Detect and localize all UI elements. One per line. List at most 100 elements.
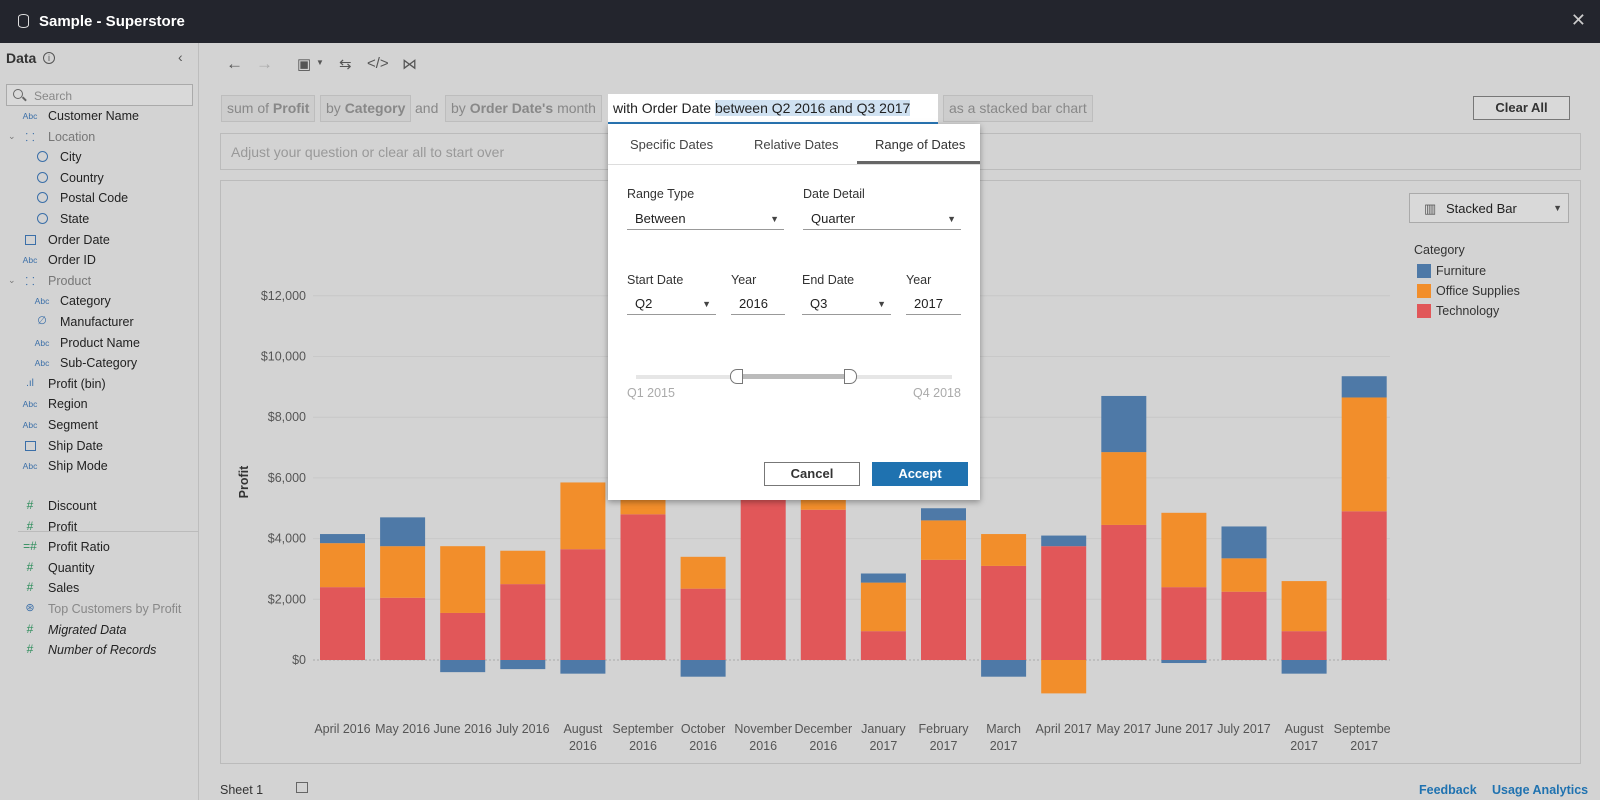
bar-furniture (981, 660, 1027, 677)
field-label: Discount (48, 499, 97, 513)
redo-icon[interactable]: → (256, 54, 273, 73)
start-year-input[interactable]: 2016 (731, 293, 785, 315)
field-country[interactable]: Country (0, 169, 195, 189)
clear-all-button[interactable]: Clear All (1473, 96, 1570, 120)
field-city[interactable]: City (0, 148, 195, 168)
collapse-pane-icon[interactable]: ‹ (178, 49, 183, 65)
feedback-link[interactable]: Feedback (1419, 783, 1477, 797)
accept-button[interactable]: Accept (872, 462, 968, 486)
field-product[interactable]: ⌄ ⸬ Product (0, 272, 195, 292)
tab-range-of-dates[interactable]: Range of Dates (875, 137, 966, 152)
field-label: Ship Date (48, 438, 103, 453)
field-profit-ratio[interactable]: =# Profit Ratio (0, 538, 195, 558)
number-icon: # (26, 518, 34, 533)
start-year-label: Year (731, 273, 757, 287)
field-order-date[interactable]: Order Date (0, 231, 195, 251)
field-label: Profit (48, 519, 78, 534)
pill-by-order-date-month[interactable]: by Order Date's month (445, 95, 602, 122)
x-tick-label: 2016 (809, 739, 837, 753)
field-migrated-data[interactable]: # Migrated Data (0, 621, 195, 641)
x-tick-label: March (986, 722, 1021, 736)
bar-technology (440, 612, 486, 660)
bar-furniture (680, 660, 726, 677)
x-tick-label: February (918, 722, 969, 736)
field-state[interactable]: State (0, 210, 195, 230)
bar-technology (380, 597, 426, 660)
share-icon[interactable]: ⋈ (402, 56, 417, 73)
chevron-down-icon[interactable]: ⌄ (8, 130, 16, 141)
x-tick-label: July 2017 (1217, 722, 1271, 736)
pill-text: as a stacked bar chart (949, 100, 1087, 116)
field-sales[interactable]: # Sales (0, 579, 195, 599)
x-tick-label: September (612, 722, 673, 736)
range-type-select[interactable]: Between ▼ (627, 208, 784, 230)
field-product-name[interactable]: Abc Product Name (0, 334, 195, 354)
field-category[interactable]: Abc Category (0, 292, 195, 312)
slider-end-handle[interactable] (844, 369, 857, 384)
field-sub-category[interactable]: Abc Sub-Category (0, 354, 195, 374)
start-date-select[interactable]: Q2 ▼ (627, 293, 716, 315)
legend-label: Office Supplies (1436, 284, 1520, 298)
bar-office-supplies (440, 546, 486, 613)
bar-furniture (860, 573, 906, 583)
field-customer-name[interactable]: Abc Customer Name (0, 107, 195, 127)
close-icon[interactable]: ✕ (1570, 10, 1586, 30)
embed-code-icon[interactable]: </> (367, 55, 389, 72)
bar-technology (860, 631, 906, 660)
bar-office-supplies (680, 556, 726, 589)
tab-specific-dates[interactable]: Specific Dates (630, 137, 714, 152)
save-icon[interactable]: ▣ (297, 56, 312, 73)
pill-sum-of-profit[interactable]: sum of Profit (221, 95, 316, 122)
field-segment[interactable]: Abc Segment (0, 416, 195, 436)
tab-relative-dates[interactable]: Relative Dates (754, 137, 839, 152)
field-region[interactable]: Abc Region (0, 395, 195, 415)
abc-icon: Abc (22, 399, 38, 410)
field-manufacturer[interactable]: ∅ Manufacturer (0, 313, 195, 333)
x-tick-label: April 2016 (314, 722, 370, 736)
date-detail-select[interactable]: Quarter ▼ (803, 208, 961, 230)
pill-by-category[interactable]: by Category (320, 95, 412, 122)
cancel-button[interactable]: Cancel (764, 462, 860, 486)
mark-type-select[interactable]: ▥ Stacked Bar ▼ (1409, 193, 1569, 223)
info-icon[interactable]: i (43, 52, 55, 64)
paperclip-icon: ∅ (37, 315, 47, 327)
field-location[interactable]: ⌄ ⸬ Location (0, 128, 195, 148)
undo-icon[interactable]: ← (226, 54, 243, 73)
field-ship-mode[interactable]: Abc Ship Mode (0, 457, 195, 477)
x-tick-label: 2016 (569, 739, 597, 753)
field-quantity[interactable]: # Quantity (0, 559, 195, 579)
new-sheet-icon[interactable] (296, 782, 308, 793)
bar-furniture (500, 660, 546, 670)
x-tick-label: 2017 (869, 739, 897, 753)
bar-technology (740, 480, 786, 660)
field-search-input[interactable]: Search (6, 84, 193, 106)
chevron-down-icon: ▼ (877, 299, 886, 309)
field-postal-code[interactable]: Postal Code (0, 189, 195, 209)
field-discount[interactable]: # Discount (0, 497, 195, 517)
active-filter-pill[interactable]: with Order Date between Q2 2016 and Q3 2… (608, 94, 938, 124)
field-label: City (60, 150, 82, 165)
bar-technology (800, 509, 846, 660)
field-top-customers-by-profit[interactable]: ⊛ Top Customers by Profit (0, 600, 195, 620)
field-label: Manufacturer (60, 315, 134, 329)
field-profit[interactable]: # Profit (0, 518, 195, 538)
field-order-id[interactable]: Abc Order ID (0, 251, 195, 271)
field-profit-bin[interactable]: .ıl Profit (bin) (0, 375, 195, 395)
end-date-select[interactable]: Q3 ▼ (802, 293, 891, 315)
pill-stacked-bar[interactable]: as a stacked bar chart (943, 95, 1093, 122)
hierarchy-icon: ⸬ (25, 131, 35, 144)
save-dropdown-icon[interactable]: ▼ (316, 58, 324, 67)
field-ship-date[interactable]: Ship Date (0, 437, 195, 457)
slider-min-label: Q1 2015 (627, 386, 675, 400)
end-year-value: 2017 (914, 296, 943, 311)
slider-start-handle[interactable] (730, 369, 743, 384)
x-tick-label: 2017 (930, 739, 958, 753)
chevron-down-icon[interactable]: ⌄ (8, 274, 16, 285)
end-date-value: Q3 (810, 296, 828, 311)
usage-analytics-link[interactable]: Usage Analytics (1492, 783, 1589, 797)
sheet-tab[interactable]: Sheet 1 (220, 783, 264, 797)
swap-icon[interactable]: ⇆ (339, 56, 352, 73)
bar-office-supplies (1281, 581, 1327, 632)
end-year-input[interactable]: 2017 (906, 293, 961, 315)
field-number-of-records[interactable]: # Number of Records (0, 641, 195, 661)
